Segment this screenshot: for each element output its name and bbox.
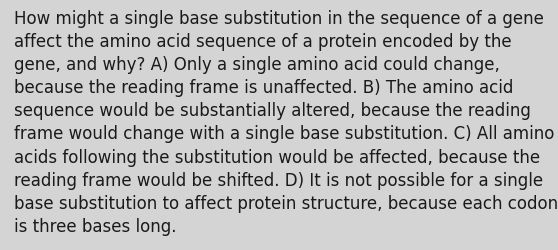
Text: because the reading frame is unaffected. B) The amino acid: because the reading frame is unaffected.…: [14, 79, 513, 97]
Text: is three bases long.: is three bases long.: [14, 217, 176, 235]
Text: sequence would be substantially altered, because the reading: sequence would be substantially altered,…: [14, 102, 531, 120]
Text: reading frame would be shifted. D) It is not possible for a single: reading frame would be shifted. D) It is…: [14, 171, 543, 189]
Text: How might a single base substitution in the sequence of a gene: How might a single base substitution in …: [14, 10, 544, 28]
Text: base substitution to affect protein structure, because each codon: base substitution to affect protein stru…: [14, 194, 558, 212]
Text: acids following the substitution would be affected, because the: acids following the substitution would b…: [14, 148, 540, 166]
Text: frame would change with a single base substitution. C) All amino: frame would change with a single base su…: [14, 125, 554, 143]
Text: affect the amino acid sequence of a protein encoded by the: affect the amino acid sequence of a prot…: [14, 33, 512, 51]
Text: gene, and why? A) Only a single amino acid could change,: gene, and why? A) Only a single amino ac…: [14, 56, 500, 74]
